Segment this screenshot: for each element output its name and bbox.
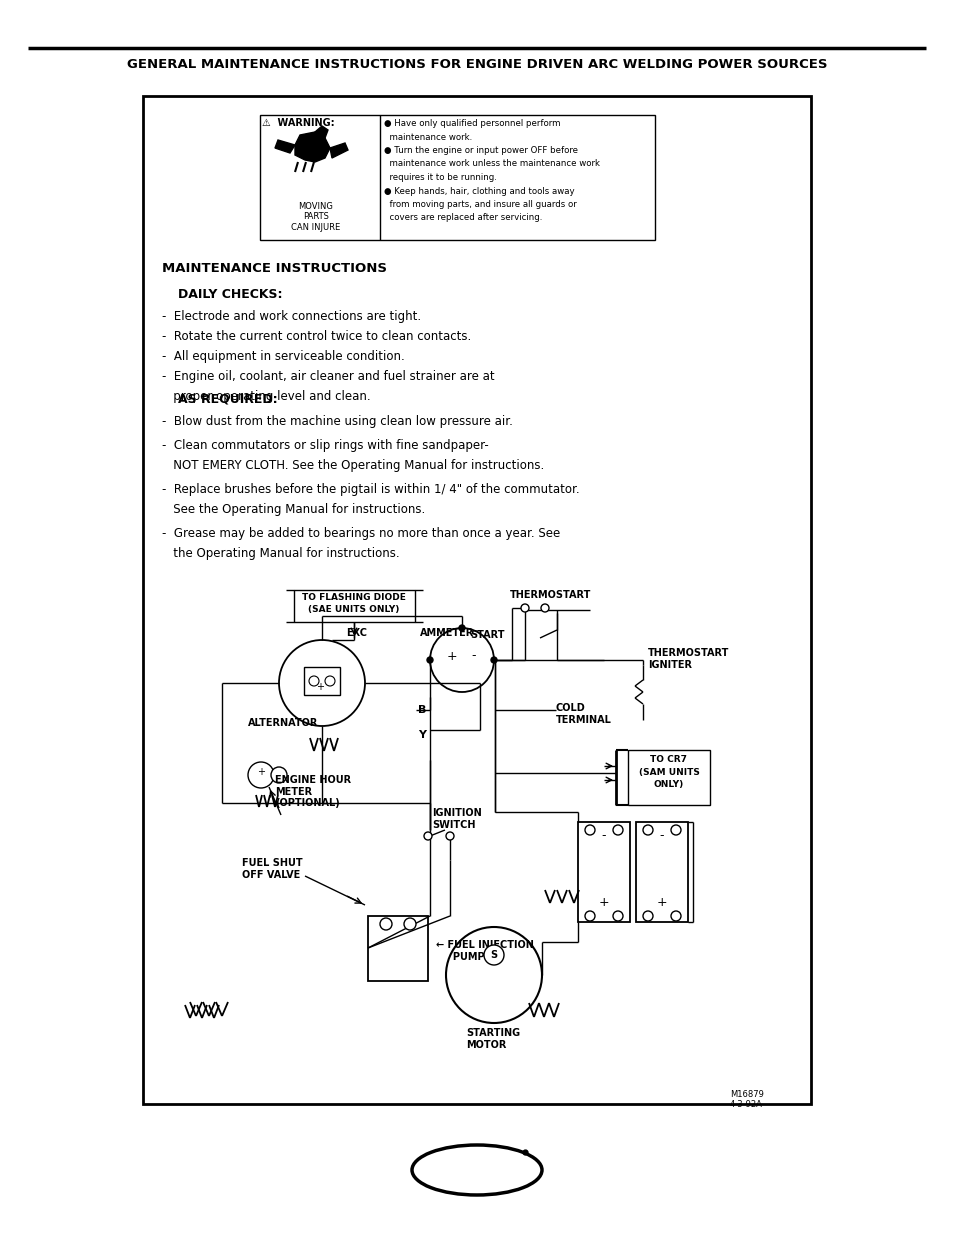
Text: maintenance work unless the maintenance work: maintenance work unless the maintenance … [384,159,599,168]
Text: (SAM UNITS: (SAM UNITS [638,768,699,777]
Text: M16879
4-3-92A: M16879 4-3-92A [729,1091,763,1109]
Text: covers are replaced after servicing.: covers are replaced after servicing. [384,214,542,222]
Circle shape [540,604,548,613]
Text: LINCOLN: LINCOLN [444,1153,509,1167]
Text: -: - [601,830,605,842]
Circle shape [670,911,680,921]
Circle shape [325,676,335,685]
Circle shape [491,657,497,663]
Bar [578,823,629,923]
Text: NOT EMERY CLOTH. See the Operating Manual for instructions.: NOT EMERY CLOTH. See the Operating Manua… [162,459,543,472]
Bar [143,96,810,1104]
Text: (SAE UNITS ONLY): (SAE UNITS ONLY) [308,605,399,614]
Text: ENGINE HOUR
METER
(OPTIONAL): ENGINE HOUR METER (OPTIONAL) [274,776,351,808]
Circle shape [520,604,529,613]
Circle shape [642,825,652,835]
Text: ONLY): ONLY) [653,781,683,789]
Bar [260,115,655,240]
Text: THERMOSTART: THERMOSTART [510,590,591,600]
Text: COLD
TERMINAL: COLD TERMINAL [556,703,611,725]
Polygon shape [274,140,294,153]
Text: DAILY CHECKS:: DAILY CHECKS: [178,288,282,301]
Text: +: + [256,767,265,777]
Text: EXC: EXC [346,629,367,638]
Text: ELECTRIC: ELECTRIC [453,1171,500,1181]
Text: +: + [598,895,609,909]
Text: from moving parts, and insure all guards or: from moving parts, and insure all guards… [384,200,577,209]
Polygon shape [294,132,330,162]
Text: ⚠  WARNING:: ⚠ WARNING: [262,119,335,128]
Text: TO FLASHING DIODE: TO FLASHING DIODE [302,593,406,601]
Ellipse shape [412,1145,541,1195]
Circle shape [309,676,318,685]
Text: ● Keep hands, hair, clothing and tools away: ● Keep hands, hair, clothing and tools a… [384,186,574,195]
Text: ← FUEL INJECTION
     PUMP: ← FUEL INJECTION PUMP [436,940,534,962]
Text: IGNITION
SWITCH: IGNITION SWITCH [432,808,481,830]
Text: +: + [446,650,456,662]
Text: -  Grease may be added to bearings no more than once a year. See: - Grease may be added to bearings no mor… [162,527,559,540]
Circle shape [613,911,622,921]
Circle shape [584,911,595,921]
Text: -: - [471,650,476,662]
Text: S: S [490,950,497,960]
Circle shape [271,767,287,783]
Text: AS REQUIRED:: AS REQUIRED: [178,393,277,406]
Circle shape [278,640,365,726]
Text: -  Replace brushes before the pigtail is within 1/ 4" of the commutator.: - Replace brushes before the pigtail is … [162,483,579,496]
Circle shape [379,918,392,930]
Text: -  Electrode and work connections are tight.: - Electrode and work connections are tig… [162,310,420,324]
Text: -  All equipment in serviceable condition.: - All equipment in serviceable condition… [162,350,404,363]
Text: START: START [470,630,504,640]
Circle shape [427,657,433,663]
Circle shape [248,762,274,788]
Circle shape [446,832,454,840]
Bar [294,590,415,622]
Bar [627,750,709,805]
Bar [636,823,687,923]
Circle shape [483,945,503,965]
Text: -  Engine oil, coolant, air cleaner and fuel strainer are at: - Engine oil, coolant, air cleaner and f… [162,370,494,383]
Text: See the Operating Manual for instructions.: See the Operating Manual for instruction… [162,503,425,516]
Text: GENERAL MAINTENANCE INSTRUCTIONS FOR ENGINE DRIVEN ARC WELDING POWER SOURCES: GENERAL MAINTENANCE INSTRUCTIONS FOR ENG… [127,58,826,70]
Text: +: + [656,895,666,909]
Text: -  Clean commutators or slip rings with fine sandpaper-: - Clean commutators or slip rings with f… [162,438,488,452]
Text: -: - [659,830,663,842]
Bar [368,916,428,981]
Text: B: B [417,705,426,715]
Text: -  Rotate the current control twice to clean contacts.: - Rotate the current control twice to cl… [162,330,471,343]
Text: proper operating level and clean.: proper operating level and clean. [162,390,370,403]
Text: MOVING
PARTS
CAN INJURE: MOVING PARTS CAN INJURE [291,203,340,232]
Circle shape [584,825,595,835]
Circle shape [423,832,432,840]
Text: ● Have only qualified personnel perform: ● Have only qualified personnel perform [384,119,560,128]
Text: FUEL SHUT
OFF VALVE: FUEL SHUT OFF VALVE [242,858,302,879]
Circle shape [403,918,416,930]
Text: THERMOSTART
IGNITER: THERMOSTART IGNITER [647,648,729,669]
Circle shape [458,625,464,631]
Text: AMMETER: AMMETER [419,629,474,638]
Text: MAINTENANCE INSTRUCTIONS: MAINTENANCE INSTRUCTIONS [162,262,387,275]
Text: ALTERNATOR: ALTERNATOR [248,718,318,727]
Text: maintenance work.: maintenance work. [384,132,472,142]
Text: the Operating Manual for instructions.: the Operating Manual for instructions. [162,547,399,559]
Circle shape [430,629,494,692]
Text: TO CR7: TO CR7 [650,755,687,764]
Circle shape [670,825,680,835]
Text: -  Blow dust from the machine using clean low pressure air.: - Blow dust from the machine using clean… [162,415,513,429]
Text: Y: Y [417,730,426,740]
Text: +: + [315,682,324,692]
Circle shape [613,825,622,835]
Polygon shape [314,126,328,138]
Polygon shape [330,143,348,158]
Text: ● Turn the engine or input power OFF before: ● Turn the engine or input power OFF bef… [384,146,578,156]
Circle shape [446,927,541,1023]
Bar [304,667,339,695]
Circle shape [642,911,652,921]
Text: requires it to be running.: requires it to be running. [384,173,497,182]
Text: STARTING
MOTOR: STARTING MOTOR [465,1028,519,1050]
